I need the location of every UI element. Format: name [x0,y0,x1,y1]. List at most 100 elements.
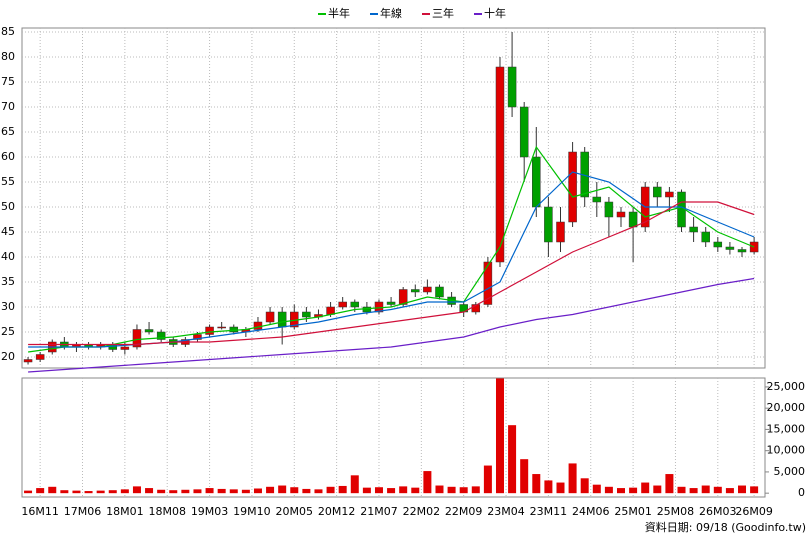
volume-bar [36,488,45,494]
candle-body [35,354,45,360]
candle-body [205,326,214,335]
x-tick-label: 21M07 [360,505,398,518]
volume-tick-label: 10,000 [767,444,806,457]
volume-bar [556,482,565,494]
x-tick-label: 22M02 [403,505,441,518]
volume-bar [689,488,698,494]
candle-body [665,191,674,198]
ma-line [28,145,755,353]
volume-bar [193,489,202,494]
ma-line [28,277,755,373]
y-tick-label: 75 [1,75,15,88]
ma-line [28,201,755,346]
footer: 資料日期: 09/18 (Goodinfo.tw) [645,520,806,534]
candle-body [253,321,263,330]
x-tick-label: 18M08 [148,505,186,518]
volume-bar [508,425,517,494]
candle-body [616,211,626,218]
volume-bar [677,486,686,494]
candle-body [507,66,517,108]
x-tick-label: 25M01 [614,505,652,518]
volume-bar [471,486,480,494]
volume-bar [592,484,601,494]
candle-body [362,306,372,313]
y-tick-label: 20 [1,350,15,363]
volume-tick-label: 20,000 [767,401,806,414]
candle-body [568,151,577,223]
volume-bar [423,471,432,494]
volume-bar [217,488,226,494]
volume-bar [483,465,492,494]
volume-tick-label: 5,000 [774,465,806,478]
volume-bar [350,475,359,494]
volume-bar [701,485,710,494]
volume-bar [205,488,214,494]
volume-bar [459,487,468,494]
candle-body [386,301,396,305]
volume-bar [169,490,178,494]
volume-bar [374,487,383,494]
volume-bar [362,487,371,494]
volume-bar [435,485,444,494]
candle-body [592,196,602,203]
volume-bar [447,486,456,494]
x-tick-label: 18M01 [106,505,144,518]
volume-bar [145,488,154,494]
candle-body [23,359,33,363]
x-tick-label: 26M03 [699,505,737,518]
y-tick-label: 45 [1,225,15,238]
volume-bar [629,487,638,494]
volume-bar [132,486,141,494]
x-tick-label: 23M04 [487,505,525,518]
volume-bar [266,486,275,494]
candle-body [156,331,166,340]
volume-bar [48,486,57,494]
volume-bar [399,486,408,494]
x-tick-label: 16M11 [21,505,59,518]
candle-body [628,211,638,228]
volume-bar [725,488,734,494]
candle-body [217,326,226,329]
x-tick-label: 19M03 [191,505,229,518]
legend-label: 年線 [380,6,402,20]
candle-body [483,261,493,305]
volume-bar [713,486,722,494]
legend-label: 三年 [432,6,454,20]
volume-bar [532,474,541,494]
candle-body [701,231,710,243]
candle-body [725,246,735,250]
volume-bar [580,478,589,494]
candle-body [229,326,239,333]
x-tick-label: 19M10 [233,505,271,518]
x-tick-label: 23M11 [530,505,568,518]
volume-bar [653,485,662,494]
candle-body [749,241,759,253]
volume-bar [314,489,323,494]
volume-bar [338,485,347,494]
candle-body [532,156,541,208]
volume-bar [495,378,504,494]
volume-bar [24,490,33,494]
volume-bar [387,488,396,494]
candle-body [495,66,505,263]
volume-bar [616,488,625,494]
volume-bar [72,490,81,494]
volume-bar [326,486,335,494]
candle-body [398,289,408,305]
candle-body [120,346,130,350]
volume-bar [60,490,69,494]
x-tick-label: 17M06 [64,505,102,518]
candle-body [144,329,154,333]
x-tick-label: 20M12 [318,505,356,518]
volume-bar [181,489,190,494]
volume-bar [229,489,238,494]
candle-body [519,106,529,158]
candle-body [277,311,287,328]
volume-bar [120,489,129,494]
y-tick-label: 35 [1,275,15,288]
y-tick-label: 50 [1,200,15,213]
candle-body [435,286,444,298]
legend-label: 半年 [328,6,350,20]
candle-body [265,311,275,323]
volume-tick-label: 25,000 [767,380,806,393]
